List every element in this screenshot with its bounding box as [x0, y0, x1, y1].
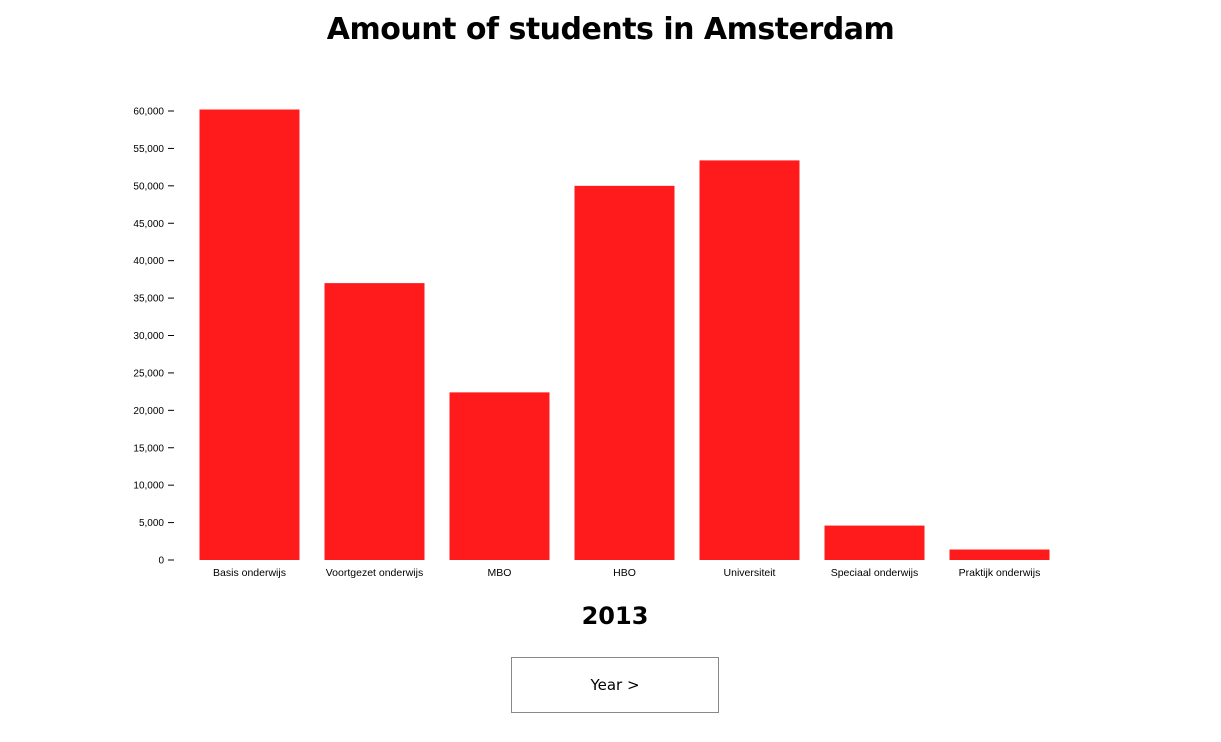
x-category-label: HBO: [613, 567, 636, 579]
bars: [199, 109, 1050, 561]
year-label: 2013: [581, 602, 649, 630]
y-tick-label: 45,000: [133, 219, 164, 230]
y-tick-label: 30,000: [133, 331, 164, 342]
bar: [699, 160, 800, 560]
y-tick-label: 20,000: [133, 406, 164, 417]
x-category-label: Universiteit: [724, 567, 776, 579]
next-year-button[interactable]: Year >: [511, 657, 719, 713]
x-category-label: Voortgezet onderwijs: [326, 567, 423, 579]
bar: [949, 549, 1050, 560]
x-category-label: Praktijk onderwijs: [959, 567, 1041, 579]
y-tick-label: 15,000: [133, 443, 164, 454]
y-axis: 0 5,000 10,000 15,000 20,000 25,000 30,000 35,0…: [133, 107, 174, 567]
bar: [824, 525, 925, 560]
bar-chart: 0 5,000 10,000 15,000 20,000 25,000 30,000 35,0…: [133, 107, 1050, 579]
chart-title: Amount of students in Amsterdam: [326, 12, 895, 47]
y-tick-label: 35,000: [133, 294, 164, 305]
y-tick-label: 50,000: [133, 181, 164, 192]
y-tick-label: 60,000: [133, 107, 164, 118]
y-tick-label: 55,000: [133, 144, 164, 155]
x-category-label: MBO: [488, 567, 512, 579]
x-category-label: Basis onderwijs: [213, 567, 286, 579]
y-tick-label: 40,000: [133, 256, 164, 267]
x-axis: Basis onderwijs Voortgezet onderwijs MBO HB…: [213, 567, 1040, 579]
y-tick-label: 5,000: [139, 518, 164, 529]
bar: [324, 283, 425, 560]
x-category-label: Speciaal onderwijs: [831, 567, 919, 579]
y-tick-label: 0: [158, 556, 164, 567]
bar: [199, 109, 300, 561]
bar: [574, 185, 675, 561]
bar: [449, 392, 550, 560]
y-tick-label: 25,000: [133, 368, 164, 379]
y-tick-label: 10,000: [133, 481, 164, 492]
